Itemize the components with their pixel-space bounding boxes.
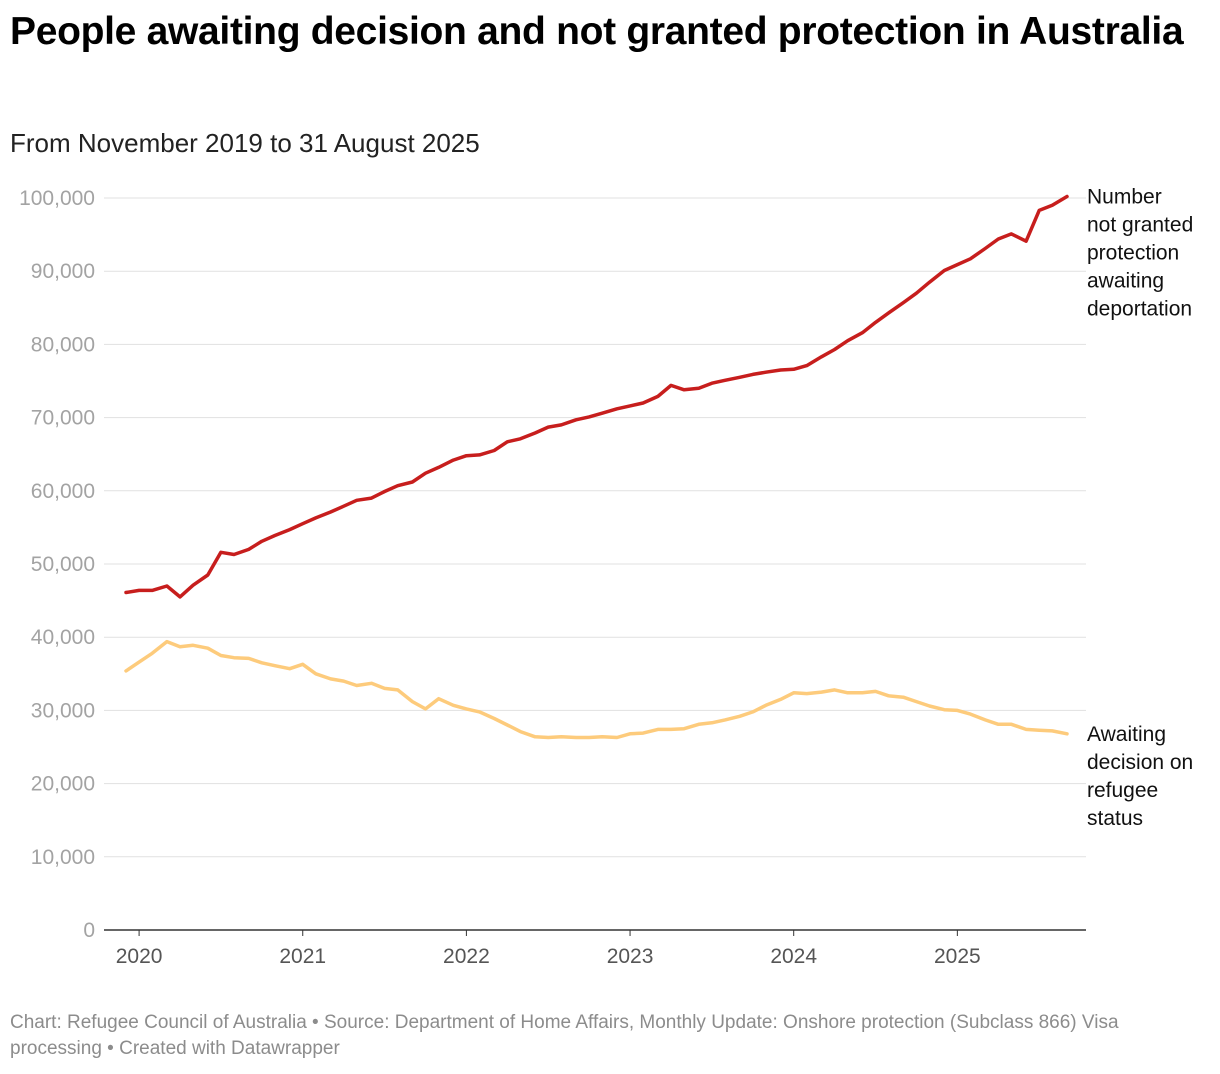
series-line-awaiting-decision xyxy=(124,639,1069,740)
series-label-line: awaiting xyxy=(1087,270,1164,293)
y-tick-label: 20,000 xyxy=(31,773,95,796)
chart-footer: Chart: Refugee Council of Australia • So… xyxy=(10,1010,1200,1062)
series-label-awaiting-decision: Awaiting decision on refugee status xyxy=(1087,723,1193,830)
x-tick-label: 2023 xyxy=(607,945,654,968)
y-tick-label: 60,000 xyxy=(31,480,95,503)
series-label-line: status xyxy=(1087,807,1143,830)
series-line-not-granted xyxy=(124,194,1069,599)
x-tick-label: 2024 xyxy=(770,945,817,968)
y-tick-label: 50,000 xyxy=(31,553,95,576)
x-tick-label: 2021 xyxy=(279,945,326,968)
y-tick-label: 70,000 xyxy=(31,407,95,430)
y-tick-label: 80,000 xyxy=(31,333,95,356)
series-label-not-granted: Number not granted protection awaiting depor… xyxy=(1087,186,1193,321)
chart-title: People awaiting decision and not granted… xyxy=(10,10,1184,53)
y-tick-label: 10,000 xyxy=(31,846,95,869)
series-lines xyxy=(124,194,1069,740)
y-tick-label: 90,000 xyxy=(31,260,95,283)
footer-separator: • xyxy=(101,1038,120,1059)
x-tick-label: 2025 xyxy=(934,945,981,968)
series-labels: Number not granted protection awaiting depor… xyxy=(1087,186,1193,830)
series-label-line: Number xyxy=(1087,186,1162,209)
series-label-line: Awaiting xyxy=(1087,723,1166,746)
gridlines xyxy=(104,197,1086,931)
y-tick-label: 0 xyxy=(83,919,95,942)
x-tick-label: 2022 xyxy=(443,945,490,968)
x-tick-label: 2020 xyxy=(116,945,163,968)
footer-separator: • xyxy=(306,1012,324,1033)
footer-created-with: Created with Datawrapper xyxy=(119,1038,340,1059)
y-tick-label: 40,000 xyxy=(31,626,95,649)
y-axis: 0 10,000 20,000 30,000 40,000 50,000 60,000 70,… xyxy=(19,187,95,942)
series-label-line: deportation xyxy=(1087,298,1192,321)
series-label-line: not granted xyxy=(1087,214,1193,237)
y-tick-label: 30,000 xyxy=(31,699,95,722)
y-tick-label: 100,000 xyxy=(19,187,95,210)
series-label-line: refugee xyxy=(1087,779,1158,802)
series-label-line: decision on xyxy=(1087,751,1193,774)
footer-chart-credit: Chart: Refugee Council of Australia xyxy=(10,1012,307,1033)
x-axis: 2020 2021 2022 2023 2024 2025 xyxy=(116,930,981,968)
line-chart: 0 10,000 20,000 30,000 40,000 50,000 60,000 70,… xyxy=(19,186,1193,968)
series-label-line: protection xyxy=(1087,242,1179,265)
chart-subtitle: From November 2019 to 31 August 2025 xyxy=(10,128,480,158)
footer-source: Source: Department of Home Affairs, Mont… xyxy=(10,1012,1119,1059)
